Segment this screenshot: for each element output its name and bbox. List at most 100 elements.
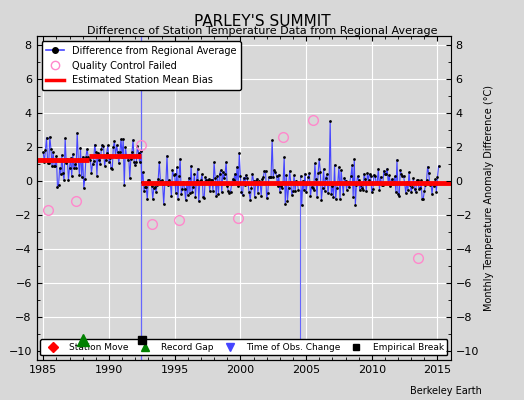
Point [280, 154, 288, 160]
Point [41, 147, 50, 154]
Point [95, 157, 103, 164]
Point [354, 177, 363, 183]
Point [349, 194, 357, 200]
Point [210, 159, 219, 166]
Point [417, 177, 425, 184]
Point [211, 174, 220, 181]
Point [345, 184, 353, 190]
Point [394, 191, 402, 197]
Point [350, 156, 358, 162]
Point [432, 189, 441, 195]
Point [413, 177, 422, 184]
Point [412, 177, 421, 184]
Point [362, 188, 370, 194]
Point [118, 154, 126, 160]
Point [385, 172, 394, 179]
Point [285, 185, 293, 192]
Point [242, 172, 250, 178]
Point [281, 200, 289, 207]
Point [274, 183, 282, 190]
Point [120, 182, 128, 188]
Point [154, 175, 162, 182]
Point [179, 179, 188, 185]
Point [263, 195, 271, 202]
Point [329, 194, 337, 200]
Point [209, 188, 217, 194]
Point [414, 186, 423, 192]
Point [278, 185, 286, 192]
Point [250, 194, 259, 200]
Point [368, 189, 376, 195]
Point [388, 181, 397, 188]
Point [317, 197, 325, 203]
Point [370, 172, 378, 178]
Point [393, 157, 401, 163]
Point [64, 177, 73, 184]
Point [289, 188, 297, 194]
Point [308, 184, 316, 190]
Point [341, 178, 350, 184]
Point [141, 184, 149, 190]
Point [320, 166, 328, 172]
Point [297, 173, 305, 179]
Point [364, 176, 373, 183]
Point [219, 169, 227, 176]
Point [213, 172, 222, 179]
Point [324, 190, 332, 196]
Point [352, 182, 361, 188]
Point [318, 185, 326, 192]
Point [180, 185, 189, 192]
Point [277, 182, 285, 189]
Point [410, 186, 419, 192]
Point [315, 156, 323, 163]
Point [204, 176, 213, 182]
Point [102, 156, 110, 163]
Point [335, 164, 343, 170]
Point [312, 175, 320, 182]
Point [203, 177, 212, 184]
Point [205, 187, 214, 194]
Point [46, 134, 54, 140]
Point [72, 165, 80, 172]
Point [175, 173, 183, 180]
Point [246, 196, 255, 203]
Point [344, 179, 352, 186]
Point [243, 174, 251, 181]
Point [174, 195, 182, 202]
Point [45, 160, 53, 166]
Point [39, 149, 48, 156]
Point [171, 190, 180, 196]
Point [287, 179, 295, 186]
Point [283, 198, 292, 204]
Point [309, 185, 317, 192]
Point [199, 194, 208, 200]
Point [292, 177, 300, 184]
Point [116, 149, 124, 156]
Point [411, 189, 420, 195]
Point [225, 190, 234, 196]
Point [96, 160, 104, 167]
Point [47, 145, 55, 152]
Point [119, 136, 127, 142]
Point [371, 173, 379, 180]
Point [125, 152, 133, 158]
Point [260, 168, 269, 174]
Point [66, 164, 74, 171]
Point [424, 170, 433, 177]
Point [51, 163, 60, 170]
Point [224, 188, 233, 194]
Point [241, 182, 249, 189]
Point [151, 184, 159, 190]
Point [409, 175, 418, 182]
Point [181, 197, 190, 203]
Point [245, 189, 253, 196]
Point [137, 147, 145, 154]
Point [104, 142, 112, 149]
Point [382, 171, 390, 177]
Point [383, 165, 391, 172]
Point [270, 167, 279, 174]
Point [238, 192, 247, 198]
Point [103, 149, 111, 156]
Point [288, 192, 296, 198]
Point [248, 170, 257, 177]
